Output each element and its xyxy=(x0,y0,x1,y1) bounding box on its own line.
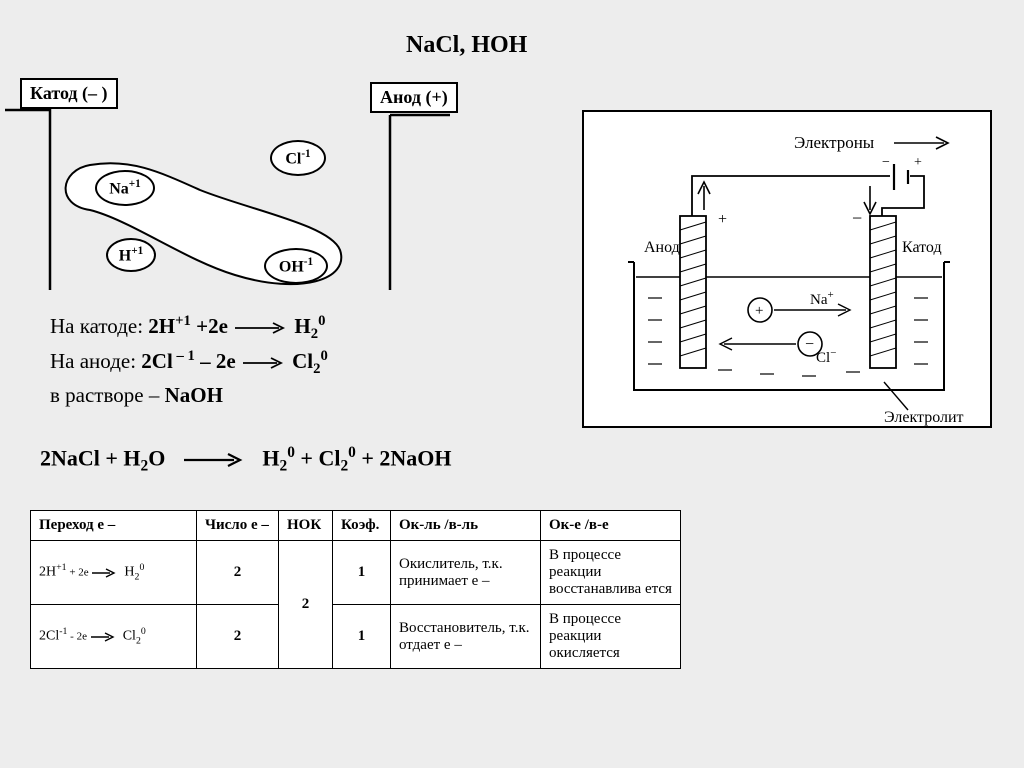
anode-text: Анод xyxy=(644,239,680,256)
anode-electrode xyxy=(680,216,706,368)
cathode-text: Катод xyxy=(902,239,942,256)
dissociation-sketch xyxy=(0,70,480,300)
ion-cl: Cl-1 xyxy=(270,140,326,176)
svg-text:+: + xyxy=(755,303,763,319)
anode-equation: На аноде: 2Cl – 1 – 2e Cl20 xyxy=(50,345,328,380)
svg-text:+: + xyxy=(914,155,922,170)
svg-text:−: − xyxy=(805,336,814,353)
table-row: 2H+1 + 2e H20 2 2 1 Окислитель, т.к. при… xyxy=(31,541,681,605)
transition-cell: 2H+1 + 2e H20 xyxy=(31,541,197,605)
ion-na: Na+1 xyxy=(95,170,155,206)
cathode-electrode xyxy=(870,216,896,368)
table-row: 2Cl-1 - 2e Cl20 2 1 Восстановитель, т.к.… xyxy=(31,605,681,669)
ion-h: H+1 xyxy=(106,238,156,272)
ion-oh: OH-1 xyxy=(264,248,328,284)
half-reactions: На катоде: 2H+1 +2e H20 На аноде: 2Cl – … xyxy=(50,310,328,412)
electrons-label: Электроны xyxy=(794,133,875,152)
transition-cell: 2Cl-1 - 2e Cl20 xyxy=(31,605,197,669)
svg-text:Na+: Na+ xyxy=(810,289,834,308)
electrolyte-label: Электролит xyxy=(884,409,964,426)
svg-text:Cl−: Cl− xyxy=(816,347,836,366)
overall-equation: 2NaCl + H2O H20 + Cl20 + 2NaOH xyxy=(40,444,452,476)
table-header-row: Переход e – Число e – НОК Коэф. Ок-ль /в… xyxy=(31,511,681,541)
electron-balance-table: Переход e – Число e – НОК Коэф. Ок-ль /в… xyxy=(30,510,681,669)
cathode-equation: На катоде: 2H+1 +2e H20 xyxy=(50,310,328,345)
anode-sign: + xyxy=(718,211,727,228)
svg-text:−: − xyxy=(882,155,890,170)
solution-product: в растворе – NaOH xyxy=(50,380,328,412)
electrolysis-cell-diagram: Электроны − + + − xyxy=(582,110,992,428)
page-title: NaCl, HOH xyxy=(406,32,527,59)
cathode-sign: − xyxy=(852,208,862,228)
